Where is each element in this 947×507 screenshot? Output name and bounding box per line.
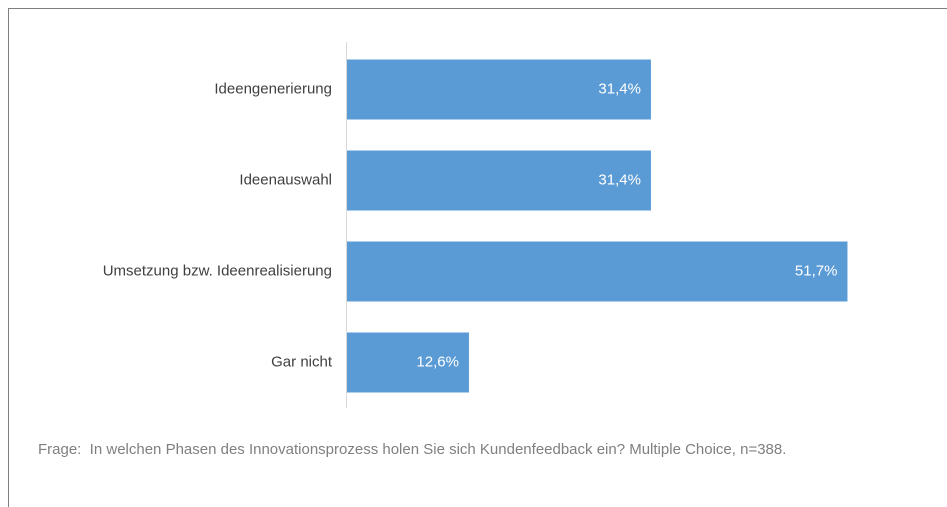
frame (8, 8, 947, 507)
category-label: Ideengenerierung (214, 80, 332, 97)
category-label: Gar nicht (271, 353, 333, 370)
bar (347, 59, 651, 120)
value-label: 31,4% (598, 171, 641, 188)
footnote: Frage: In welchen Phasen des Innovations… (38, 441, 787, 458)
category-label: Umsetzung bzw. Ideenrealisierung (103, 262, 332, 279)
category-label: Ideenauswahl (239, 171, 332, 188)
value-label: 12,6% (416, 353, 459, 370)
value-label: 31,4% (598, 80, 641, 97)
value-label: 51,7% (795, 262, 838, 279)
bar (347, 241, 848, 302)
bar (347, 332, 469, 393)
bar (347, 150, 651, 211)
